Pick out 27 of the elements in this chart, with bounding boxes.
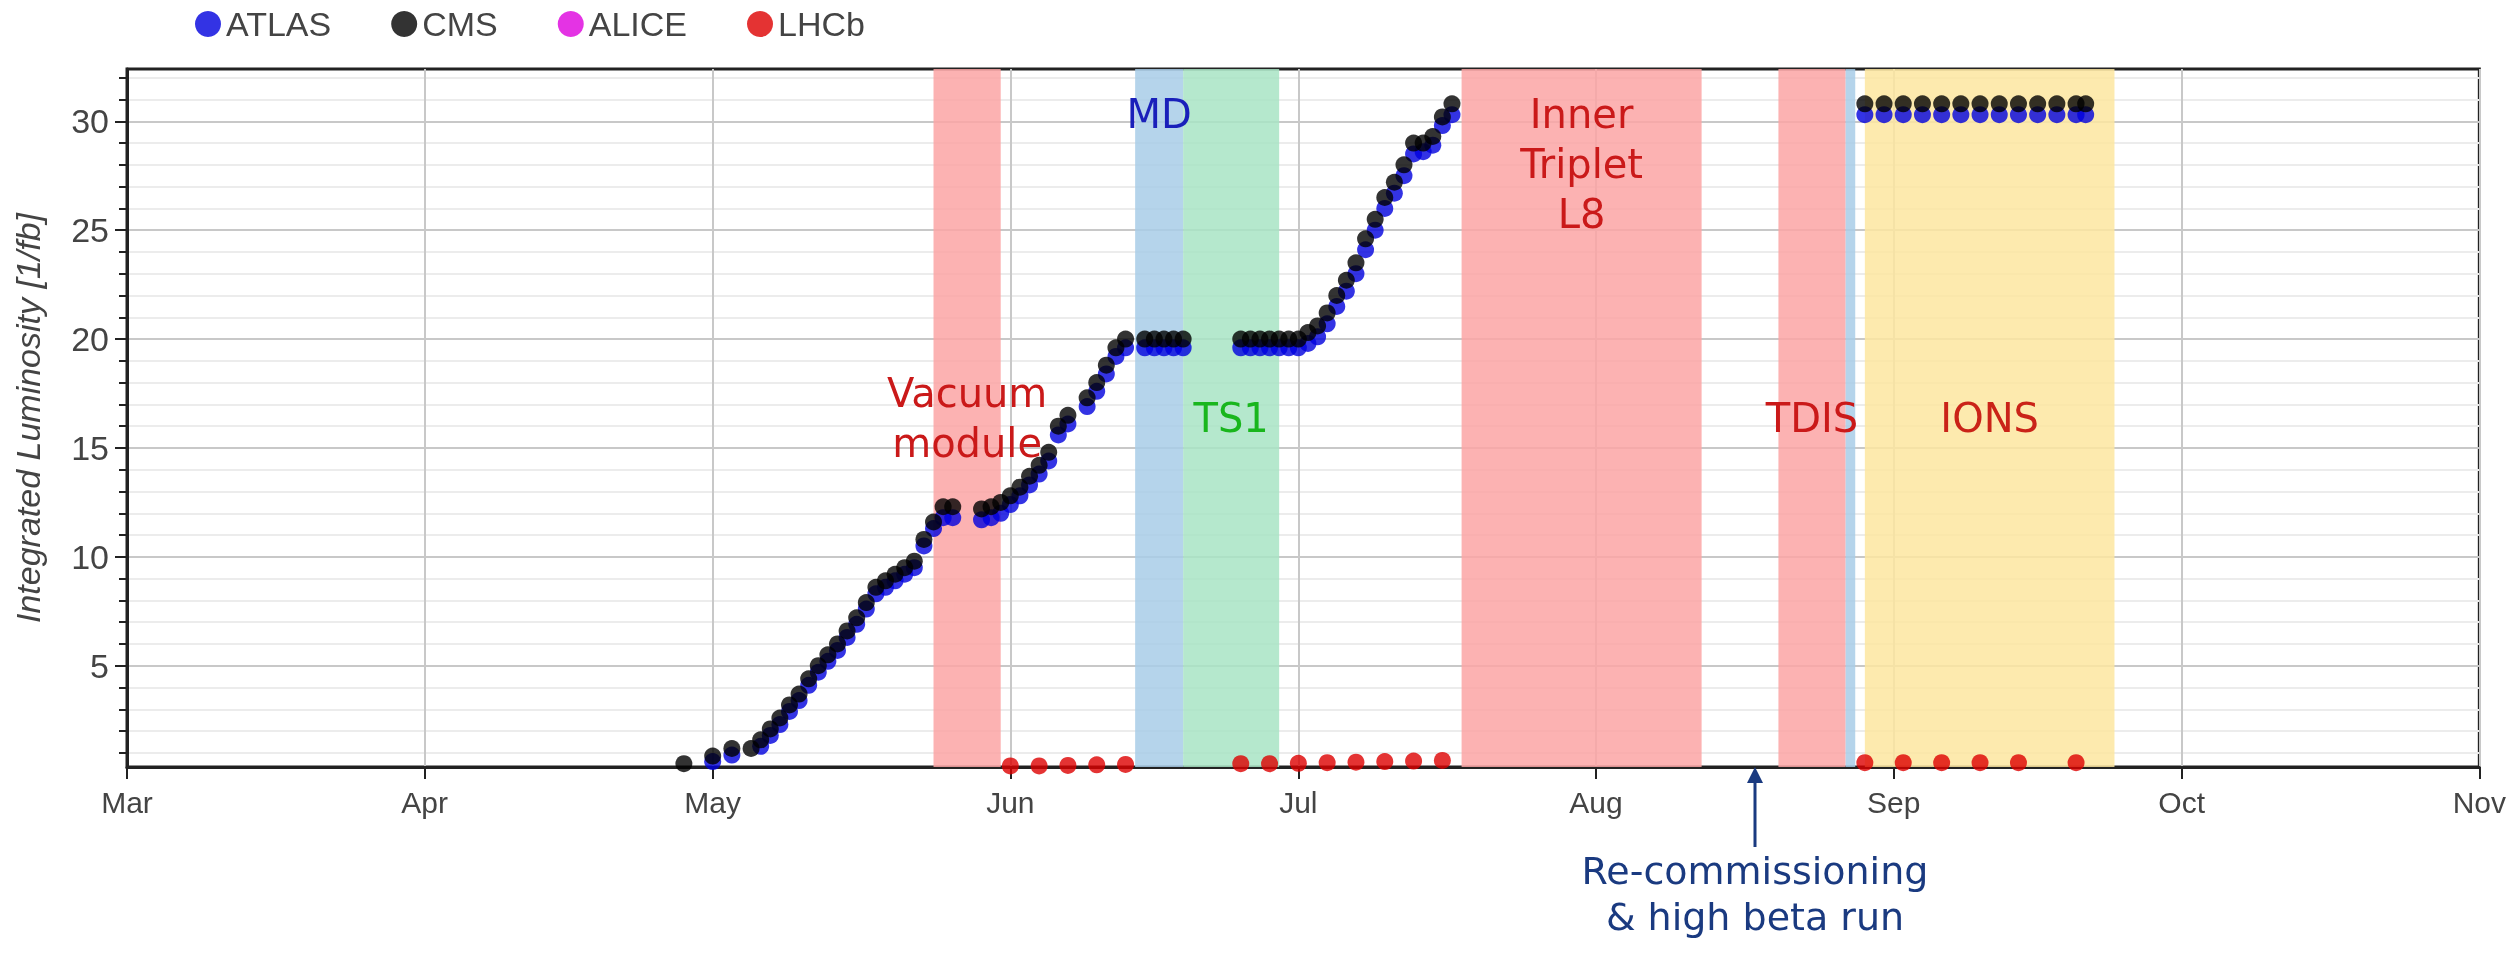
x-tick-label: Jun <box>986 785 1035 819</box>
band-label: Inner Triplet L8 <box>1519 91 1644 237</box>
legend-label: ALICE <box>588 5 688 43</box>
x-tick-label: Aug <box>1569 785 1623 819</box>
y-tick-label: 25 <box>71 211 109 250</box>
y-tick-label: 15 <box>71 428 109 467</box>
band-label: TS1 <box>1192 395 1269 441</box>
x-tick-label: Oct <box>2158 785 2206 819</box>
band-label: MD <box>1126 91 1192 137</box>
x-tick-label: Apr <box>401 785 448 819</box>
y-tick-label: 5 <box>90 646 109 685</box>
legend-label: LHCb <box>778 5 865 43</box>
legend-label: ATLAS <box>226 5 332 43</box>
x-tick-label: Sep <box>1866 785 1921 819</box>
x-tick-label: May <box>684 785 742 819</box>
text: Re-commissioning & high beta run <box>1580 848 1930 940</box>
y-tick-label: 10 <box>71 537 109 576</box>
legend-label: CMS <box>422 5 498 43</box>
y-tick-label: 20 <box>71 320 109 359</box>
x-tick-label: Jul <box>1279 785 1318 819</box>
y-tick-label: 30 <box>71 102 109 141</box>
y-axis-title: Integrated Luminosity [1/fb] <box>9 211 47 624</box>
x-tick-label: Nov <box>2452 785 2506 819</box>
band-label: Vacuum module <box>886 370 1048 466</box>
band-label: IONS <box>1940 395 2039 441</box>
band-label: TDIS <box>1764 395 1859 441</box>
x-tick-label: Mar <box>101 785 153 819</box>
